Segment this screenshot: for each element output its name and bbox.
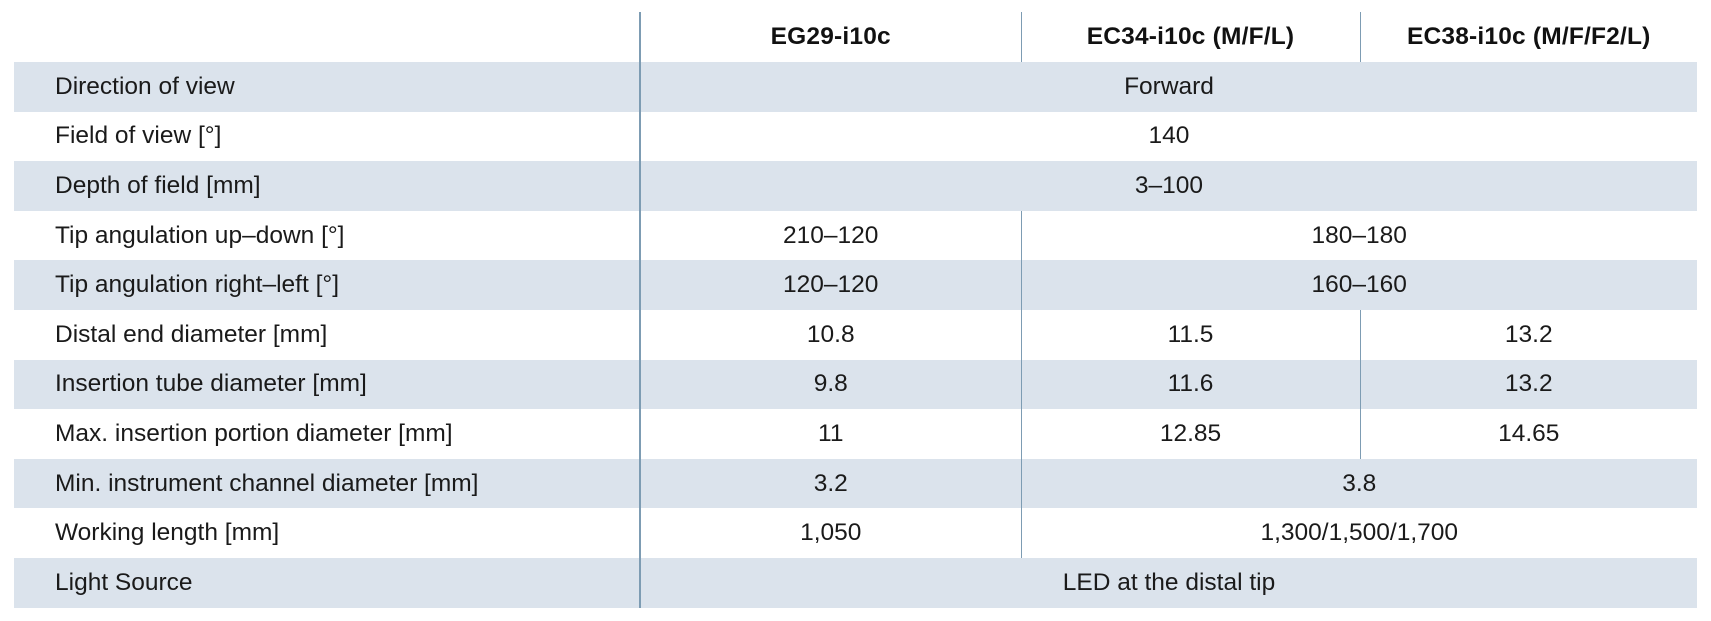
- table-row: Distal end diameter [mm] 10.8 11.5 13.2: [14, 309, 1697, 360]
- row-label: Tip angulation up–down [°]: [14, 210, 640, 261]
- row-value: 180–180: [1020, 210, 1697, 261]
- specification-table: EG29-i10c EC34-i10c (M/F/L) EC38-i10c (M…: [14, 12, 1697, 608]
- row-label: Field of view [°]: [14, 111, 640, 162]
- table-row: Working length [mm] 1,050 1,300/1,500/1,…: [14, 508, 1697, 558]
- row-label: Working length [mm]: [14, 508, 640, 558]
- header-label-column: [14, 12, 640, 62]
- row-label: Direction of view: [14, 62, 640, 112]
- header-model-ec34: EC34-i10c (M/F/L): [1020, 12, 1360, 62]
- row-value: 10.8: [639, 309, 1021, 360]
- row-value: 11: [639, 409, 1021, 459]
- row-value: 3–100: [639, 161, 1697, 211]
- row-value: 13.2: [1359, 309, 1697, 360]
- row-value: 9.8: [639, 359, 1021, 410]
- row-label: Depth of field [mm]: [14, 161, 640, 211]
- header-model-ec38: EC38-i10c (M/F/F2/L): [1359, 12, 1697, 62]
- row-value: 160–160: [1020, 260, 1697, 310]
- table-row: Max. insertion portion diameter [mm] 11 …: [14, 409, 1697, 459]
- row-value: 140: [639, 111, 1697, 162]
- row-label: Light Source: [14, 557, 640, 608]
- row-label: Distal end diameter [mm]: [14, 309, 640, 360]
- row-value: 1,300/1,500/1,700: [1020, 508, 1697, 558]
- header-row: EG29-i10c EC34-i10c (M/F/L) EC38-i10c (M…: [14, 12, 1697, 62]
- row-value: Forward: [639, 62, 1697, 112]
- row-value: 12.85: [1020, 409, 1360, 459]
- row-value: 3.2: [639, 458, 1021, 509]
- row-label: Tip angulation right–left [°]: [14, 260, 640, 310]
- row-value: 14.65: [1359, 409, 1697, 459]
- table-row: Insertion tube diameter [mm] 9.8 11.6 13…: [14, 359, 1697, 410]
- table-row: Direction of view Forward: [14, 62, 1697, 112]
- table-row: Tip angulation up–down [°] 210–120 180–1…: [14, 210, 1697, 261]
- row-value: 13.2: [1359, 359, 1697, 410]
- row-value: 11.6: [1020, 359, 1360, 410]
- table-row: Tip angulation right–left [°] 120–120 16…: [14, 260, 1697, 310]
- header-model-eg29: EG29-i10c: [639, 12, 1021, 62]
- row-value: 210–120: [639, 210, 1021, 261]
- row-label: Min. instrument channel diameter [mm]: [14, 458, 640, 509]
- row-value: 1,050: [639, 508, 1021, 558]
- row-value: LED at the distal tip: [639, 557, 1697, 608]
- table-row: Field of view [°] 140: [14, 111, 1697, 162]
- table-row: Light Source LED at the distal tip: [14, 557, 1697, 608]
- table-row: Min. instrument channel diameter [mm] 3.…: [14, 458, 1697, 509]
- table-row: Depth of field [mm] 3–100: [14, 161, 1697, 211]
- row-label: Insertion tube diameter [mm]: [14, 359, 640, 410]
- row-value: 120–120: [639, 260, 1021, 310]
- row-value: 11.5: [1020, 309, 1360, 360]
- row-label: Max. insertion portion diameter [mm]: [14, 409, 640, 459]
- row-value: 3.8: [1020, 458, 1697, 509]
